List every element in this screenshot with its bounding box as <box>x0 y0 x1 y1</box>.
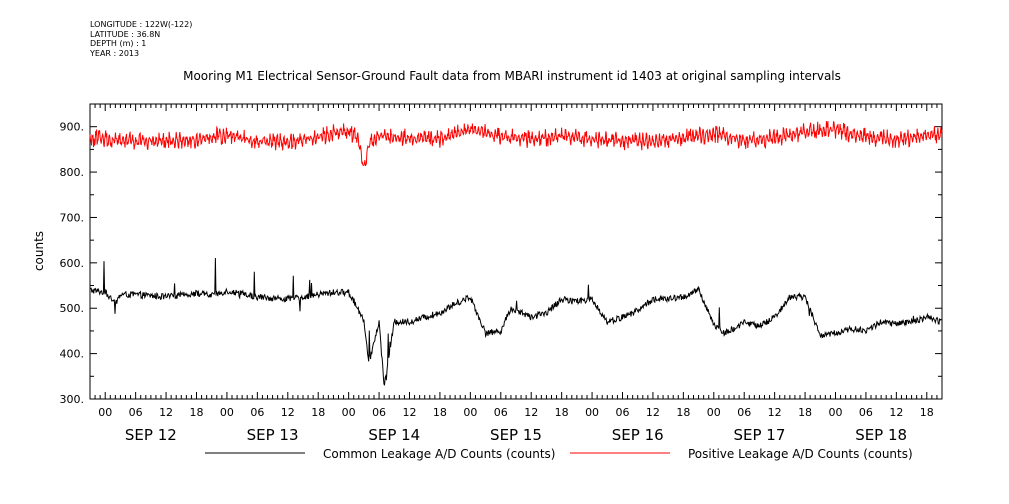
y-tick-label: 900. <box>60 121 85 134</box>
x-tick-label: 12 <box>768 406 782 419</box>
x-tick-label: 00 <box>829 406 843 419</box>
x-tick-label: 00 <box>220 406 234 419</box>
x-tick-label: 18 <box>555 406 569 419</box>
longitude-label: LONGITUDE : 122W(-122) <box>90 20 193 29</box>
x-tick-label: 00 <box>342 406 356 419</box>
lines-layer <box>89 120 943 386</box>
y-axis-label: counts <box>32 231 46 271</box>
y-tick-label: 500. <box>60 302 85 315</box>
station-metadata: LONGITUDE : 122W(-122) LATITUDE : 36.8N … <box>90 20 192 58</box>
x-tick-label: 12 <box>159 406 173 419</box>
x-tick-label: 12 <box>281 406 295 419</box>
series-line-positive <box>89 120 943 167</box>
x-tick-label: 12 <box>889 406 903 419</box>
x-tick-label: 18 <box>190 406 204 419</box>
x-tick-label: 00 <box>707 406 721 419</box>
x-tick-label: 06 <box>129 406 143 419</box>
x-tick-label: 18 <box>433 406 447 419</box>
depth-label: DEPTH (m) : 1 <box>90 39 147 48</box>
chart-title: Mooring M1 Electrical Sensor-Ground Faul… <box>183 69 841 83</box>
x-date-label: SEP 13 <box>247 426 299 444</box>
x-date-label: SEP 14 <box>368 426 420 444</box>
x-tick-label: 06 <box>494 406 508 419</box>
x-date-label: SEP 18 <box>855 426 907 444</box>
x-date-label: SEP 12 <box>125 426 177 444</box>
x-tick-label: 18 <box>311 406 325 419</box>
plot-frame <box>89 103 943 400</box>
legend-label-positive: Positive Leakage A/D Counts (counts) <box>688 447 913 461</box>
x-tick-label: 06 <box>616 406 630 419</box>
x-tick-label: 00 <box>585 406 599 419</box>
latitude-label: LATITUDE : 36.8N <box>90 29 161 39</box>
x-date-label: SEP 17 <box>733 426 785 444</box>
x-tick-label: 06 <box>737 406 751 419</box>
x-tick-label: 12 <box>646 406 660 419</box>
x-tick-label: 12 <box>403 406 417 419</box>
x-tick-label: 06 <box>372 406 386 419</box>
year-label: YEAR : 2013 <box>90 48 140 58</box>
x-tick-label: 12 <box>524 406 538 419</box>
x-date-label: SEP 16 <box>612 426 664 444</box>
y-tick-label: 600. <box>60 257 85 270</box>
x-tick-label: 18 <box>798 406 812 419</box>
y-tick-label: 400. <box>60 348 85 361</box>
legend-label-common: Common Leakage A/D Counts (counts) <box>323 447 555 461</box>
x-tick-label: 18 <box>920 406 934 419</box>
x-tick-label: 18 <box>676 406 690 419</box>
x-tick-label: 06 <box>859 406 873 419</box>
y-tick-label: 300. <box>60 393 85 406</box>
x-tick-label: 06 <box>250 406 264 419</box>
y-tick-label: 800. <box>60 166 85 179</box>
x-tick-label: 00 <box>98 406 112 419</box>
ticks-layer: 00 06 12 18 00 06 12 18 00 06 12 18 00 06 12 18 00 06 12 18… <box>60 103 943 444</box>
x-tick-label: 00 <box>463 406 477 419</box>
legend: Common Leakage A/D Counts (counts) Posit… <box>205 447 913 461</box>
y-tick-label: 700. <box>60 211 85 224</box>
x-date-label: SEP 15 <box>490 426 542 444</box>
series-line-common <box>89 257 942 386</box>
